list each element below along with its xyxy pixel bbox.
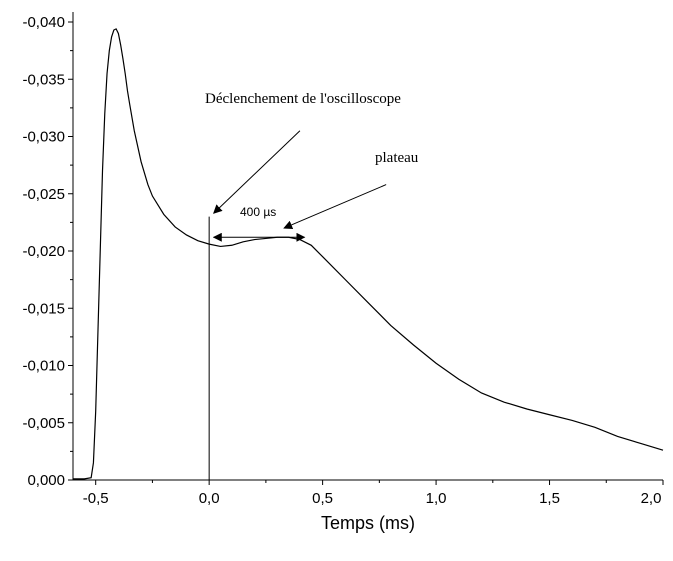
y-tick-label: -0,025 <box>22 186 65 203</box>
x-ticks: -0,5 0,0 0,5 1,0 1,5 2,0 <box>83 480 664 507</box>
y-tick-label: -0,035 <box>22 71 65 88</box>
y-tick-label: 0,000 <box>27 472 65 489</box>
plateau-label: plateau <box>375 150 419 166</box>
x-tick-label: -0,5 <box>83 490 109 507</box>
y-tick-label: -0,015 <box>22 300 65 317</box>
duration-label: 400 µs <box>240 205 276 219</box>
y-ticks: 0,000 -0,005 -0,010 -0,015 -0,020 -0,025 -0,03… <box>22 14 73 489</box>
x-tick-label: 1,5 <box>539 490 560 507</box>
x-tick-label: 0,0 <box>199 490 220 507</box>
x-tick-label: 1,0 <box>426 490 447 507</box>
y-tick-label: -0,020 <box>22 243 65 260</box>
x-tick-label: 0,5 <box>312 490 333 507</box>
series-line <box>73 28 664 480</box>
y-tick-label: -0,010 <box>22 358 65 375</box>
plateau-arrow <box>283 184 387 230</box>
trigger-arrow <box>213 130 301 214</box>
annotations: Déclenchement de l'oscilloscope plateau … <box>205 91 419 480</box>
y-tick-label: -0,005 <box>22 415 65 432</box>
x-tick-label: 2,0 <box>641 490 662 507</box>
y-tick-label: -0,040 <box>22 14 65 31</box>
x-axis-title: Temps (ms) <box>321 513 415 533</box>
trigger-label: Déclenchement de l'oscilloscope <box>205 91 401 107</box>
y-tick-label: -0,030 <box>22 129 65 146</box>
